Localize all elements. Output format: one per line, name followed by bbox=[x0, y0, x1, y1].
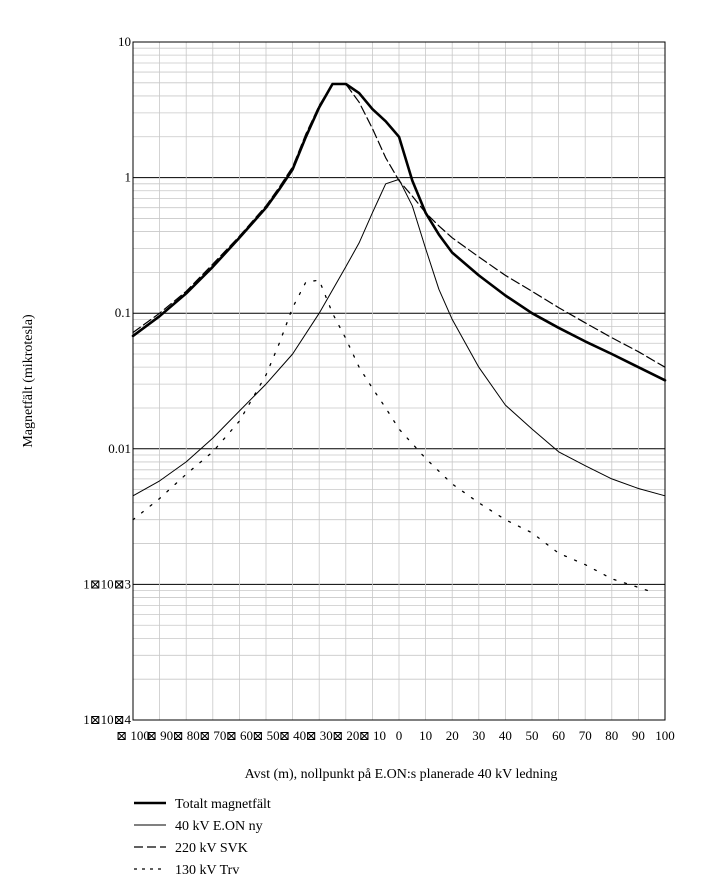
y-axis-title: Magnetfält (mikrotesla) bbox=[21, 314, 36, 448]
x-tick-labels: ⊠ 100⊠ 90 ⊠ 80 ⊠ 70 ⊠ 60 ⊠ 50 ⊠ 40 ⊠ 30 ⊠ 20 ⊠ 1… bbox=[116, 728, 675, 743]
y-tick-label: 1⊠10⊠3 bbox=[83, 576, 131, 591]
x-tick-label: 60 bbox=[552, 728, 565, 743]
y-tick-label: 1⊠10⊠4 bbox=[83, 712, 131, 727]
x-tick-label: ⊠ 100 bbox=[116, 728, 150, 743]
x-tick-label: ⊠ 20 bbox=[332, 728, 359, 743]
x-tick-label: ⊠ 30 bbox=[306, 728, 333, 743]
legend: Totalt magnetfält 40 kV E.ON ny 220 kV SVK… bbox=[134, 797, 271, 878]
x-tick-label: ⊠ 90 bbox=[146, 728, 173, 743]
grid bbox=[132, 41, 666, 721]
series-line-1 bbox=[131, 82, 667, 382]
x-tick-label: 50 bbox=[526, 728, 539, 743]
x-tick-label: ⊠ 60 bbox=[226, 728, 253, 743]
y-tick-labels: 10 1 0.1 0.01 1⊠10⊠3 1⊠10⊠4 bbox=[83, 34, 131, 727]
x-tick-label: ⊠ 50 bbox=[252, 728, 279, 743]
y-tick-label: 0.1 bbox=[115, 305, 131, 320]
legend-label-2: 40 kV E.ON ny bbox=[175, 819, 263, 834]
x-tick-label: 10 bbox=[419, 728, 432, 743]
x-tick-label: ⊠ 70 bbox=[199, 728, 226, 743]
x-tick-label: 70 bbox=[579, 728, 592, 743]
series-line-3 bbox=[132, 83, 666, 368]
x-tick-label: ⊠ 40 bbox=[279, 728, 306, 743]
x-tick-label: 80 bbox=[605, 728, 618, 743]
legend-label-3: 220 kV SVK bbox=[175, 841, 248, 856]
legend-label-1: Totalt magnetfält bbox=[175, 797, 271, 812]
x-tick-label: 40 bbox=[499, 728, 512, 743]
y-tick-label: 1 bbox=[125, 170, 132, 185]
x-tick-label: 20 bbox=[446, 728, 459, 743]
x-tick-label: ⊠ 10 bbox=[359, 728, 386, 743]
y-tick-label: 10 bbox=[118, 34, 131, 49]
series-layer bbox=[131, 82, 667, 593]
y-tick-label: 0.01 bbox=[108, 441, 131, 456]
legend-label-4: 130 kV Trv bbox=[175, 863, 239, 878]
x-axis-title: Avst (m), nollpunkt på E.ON:s planerade … bbox=[245, 767, 558, 782]
series-line-2 bbox=[132, 178, 666, 497]
x-tick-label: 30 bbox=[472, 728, 485, 743]
x-tick-label: 90 bbox=[632, 728, 645, 743]
x-tick-label: 0 bbox=[396, 728, 403, 743]
series-line-4 bbox=[132, 279, 653, 593]
x-tick-label: 100 bbox=[655, 728, 675, 743]
x-tick-label: ⊠ 80 bbox=[173, 728, 200, 743]
